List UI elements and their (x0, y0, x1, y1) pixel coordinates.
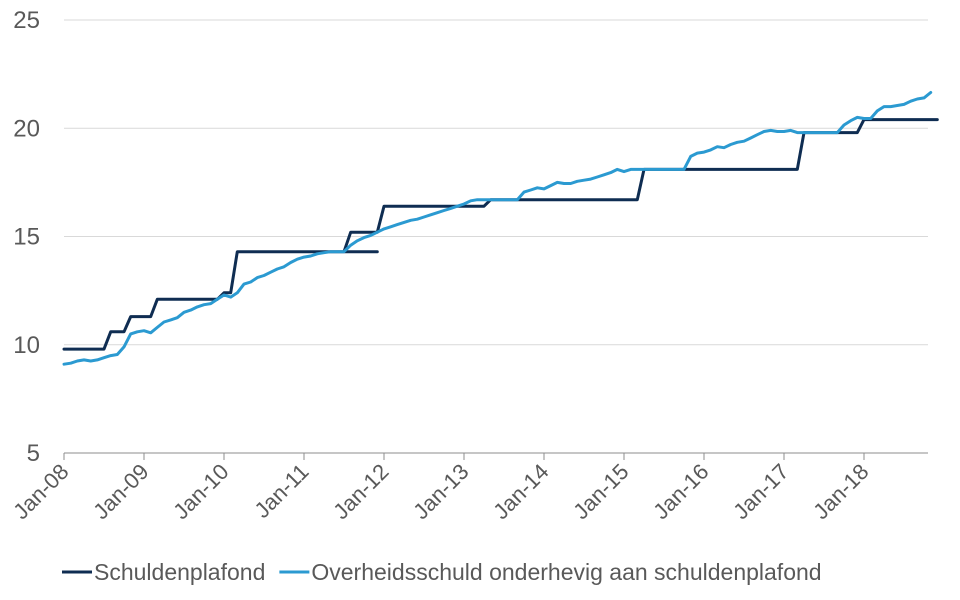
x-axis (63, 452, 928, 460)
y-tick-label: 5 (27, 440, 40, 467)
x-tick-label: Jan-11 (249, 459, 313, 523)
y-axis: 5 10 15 20 25 (13, 7, 40, 467)
y-tick-label: 10 (13, 332, 40, 359)
x-tick-label: Jan-18 (808, 459, 873, 524)
y-tick-label: 20 (13, 115, 40, 142)
x-tick-label: Jan-12 (328, 459, 393, 524)
x-tick-label: Jan-10 (168, 459, 233, 524)
grid-lines (64, 19, 928, 346)
y-tick-label: 15 (13, 224, 40, 251)
x-tick-label: Jan-17 (728, 459, 793, 524)
x-tick-label: Jan-13 (408, 459, 473, 524)
x-tick-label: Jan-15 (568, 459, 633, 524)
x-tick-label: Jan-08 (8, 459, 73, 524)
series-lines (62, 91, 939, 366)
y-tick-label: 25 (13, 7, 40, 34)
series-line-1 (62, 118, 939, 351)
x-tick-label: Jan-16 (648, 459, 713, 524)
series-line-2 (62, 91, 933, 366)
x-tick-label: Jan-09 (88, 459, 153, 524)
legend-label-2: Overheidsschuld onderhevig aan schuldenp… (311, 559, 821, 585)
legend-label-1: Schuldenplafond (94, 559, 265, 585)
x-tick-label: Jan-14 (488, 459, 553, 524)
x-tick-labels: Jan-08 Jan-09 Jan-10 Jan-11 Jan-12 Jan-13 Jan-… (8, 459, 873, 524)
legend: Schuldenplafond Overheidsschuld onderhevi… (62, 559, 822, 585)
